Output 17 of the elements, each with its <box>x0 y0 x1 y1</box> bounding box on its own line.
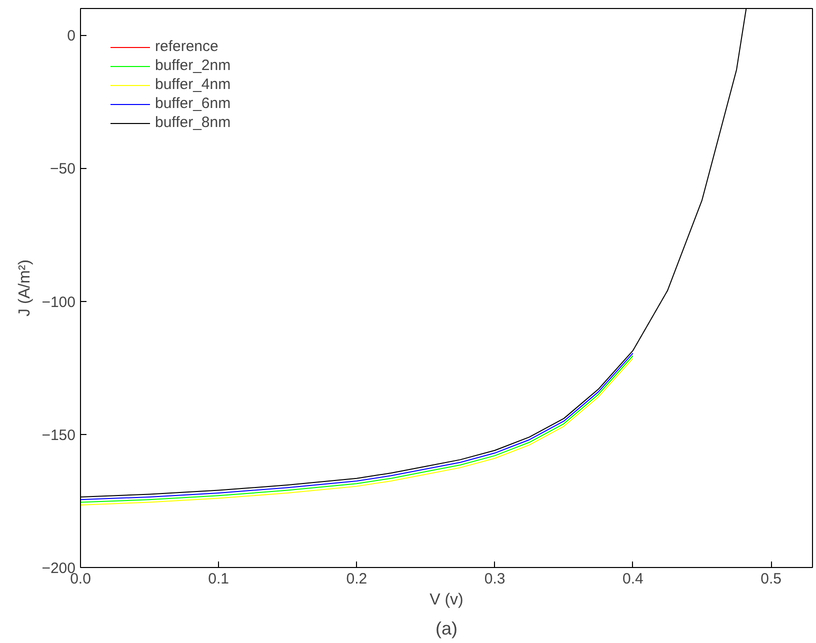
y-axis-title: J (A/m²) <box>16 260 34 316</box>
y-tick-label: 0 <box>67 28 76 45</box>
y-tick-label: −100 <box>42 294 76 311</box>
y-tick-label: −50 <box>50 160 76 178</box>
y-tick-label: −150 <box>42 426 76 444</box>
legend-label: reference <box>155 38 218 55</box>
legend-label: buffer_4nm <box>155 76 231 93</box>
text: (a) <box>436 618 458 638</box>
legend-label: buffer_8nm <box>155 114 231 131</box>
legend-label: buffer_6nm <box>155 95 231 112</box>
x-tick-label: 0.2 <box>346 570 368 588</box>
x-tick-label: 0.5 <box>760 570 782 588</box>
x-tick-label: 0.1 <box>208 570 230 588</box>
x-tick-label: 0.4 <box>622 570 644 588</box>
x-tick-label: 0.3 <box>484 570 506 588</box>
x-axis-title: V (v) <box>430 592 464 608</box>
legend-label: buffer_2nm <box>155 57 231 74</box>
